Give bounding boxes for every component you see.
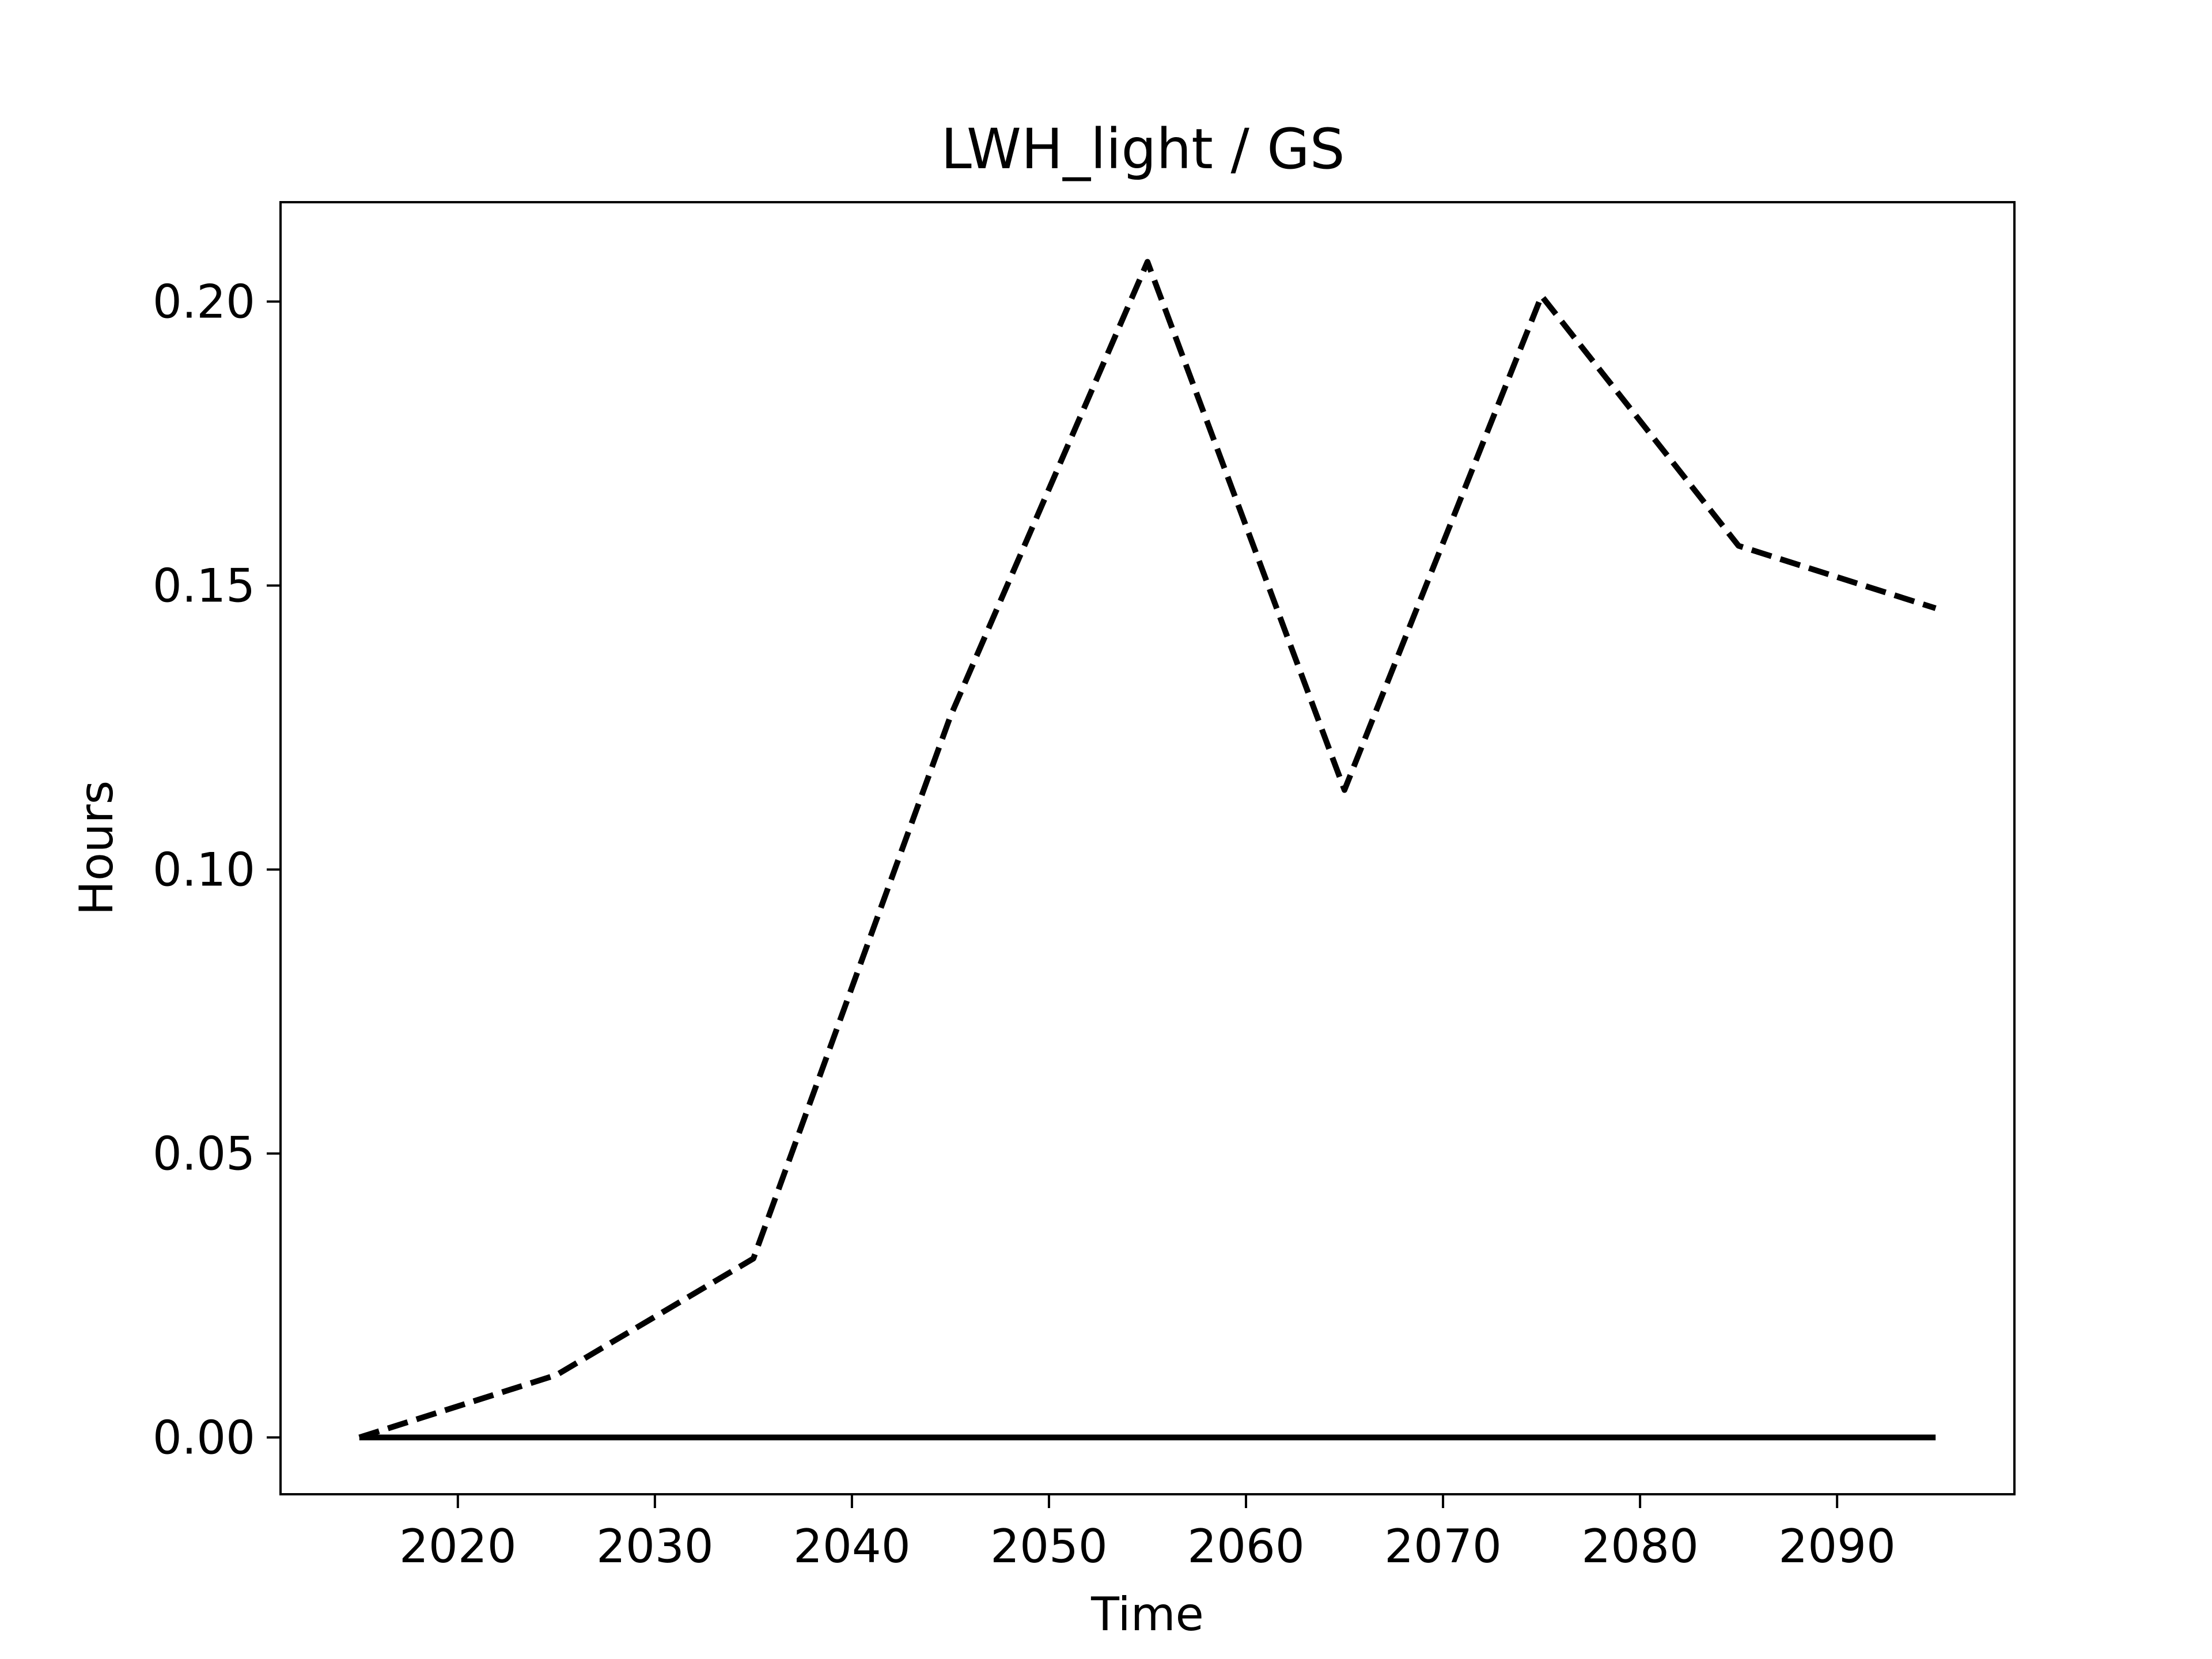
chart-title: LWH_light / GS: [941, 117, 1344, 181]
y-tick-label: 0.00: [153, 1411, 255, 1464]
x-tick-label: 2090: [1778, 1520, 1896, 1573]
y-tick-label: 0.05: [153, 1127, 255, 1180]
series-line-1: [358, 259, 1937, 1441]
y-axis-label: Hours: [70, 781, 123, 915]
x-tick-label: 2070: [1384, 1520, 1502, 1573]
y-tick-label: 0.20: [153, 275, 255, 329]
x-tick-label: 2080: [1581, 1520, 1699, 1573]
y-tick-label: 0.15: [153, 559, 255, 613]
y-axis-ticks: 0.00 0.05 0.10 0.15 0.20: [153, 275, 281, 1464]
x-tick-label: 2040: [793, 1520, 911, 1573]
x-axis-label: Time: [1090, 1588, 1204, 1641]
x-tick-label: 2030: [596, 1520, 714, 1573]
series-layer: [358, 259, 1937, 1441]
plot-frame: [279, 201, 2016, 1495]
x-tick-label: 2050: [990, 1520, 1108, 1573]
x-axis-ticks: 2020 2030 2040 2050 2060 2070 2080 2090: [399, 1494, 1896, 1573]
y-tick-label: 0.10: [153, 843, 255, 896]
x-tick-label: 2060: [1187, 1520, 1305, 1573]
x-tick-label: 2020: [399, 1520, 517, 1573]
